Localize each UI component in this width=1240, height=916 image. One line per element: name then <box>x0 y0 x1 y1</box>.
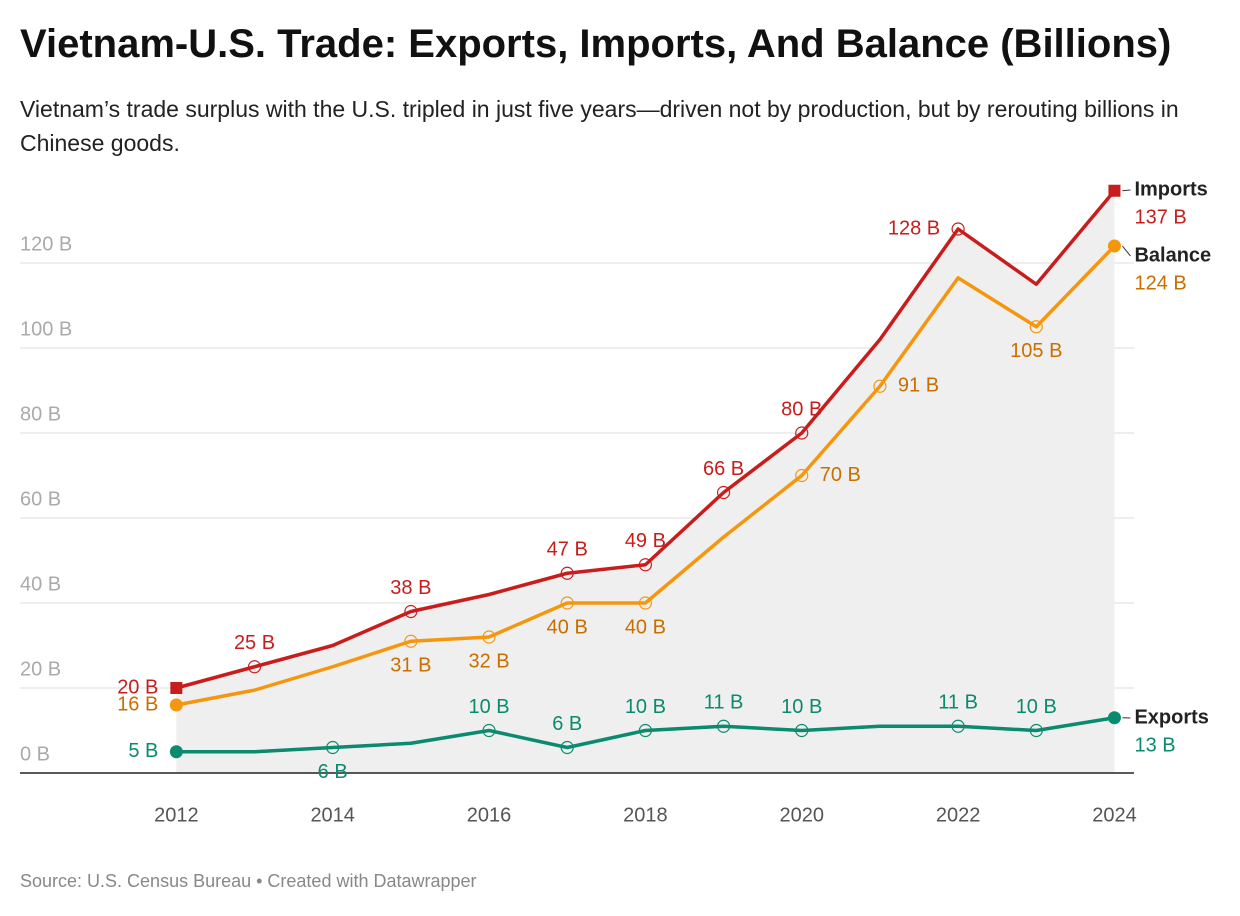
data-label: 6 B <box>552 713 582 735</box>
data-label: 31 B <box>390 655 431 677</box>
data-label: 38 B <box>390 577 431 599</box>
x-tick-label: 2016 <box>467 804 512 826</box>
data-label: 16 B <box>117 693 158 715</box>
source-note: Source: U.S. Census Bureau • Created wit… <box>20 871 477 891</box>
point-marker <box>1107 239 1121 253</box>
x-tick-label: 2012 <box>154 804 199 826</box>
point-marker <box>716 485 731 500</box>
data-label: 128 B <box>888 217 940 239</box>
data-label: 25 B <box>234 632 275 654</box>
x-tick-label: 2018 <box>623 804 668 826</box>
point-marker <box>716 719 731 733</box>
point-marker <box>638 723 653 738</box>
point-marker <box>638 558 653 572</box>
data-label: 10 B <box>625 696 666 718</box>
point-marker <box>482 630 496 644</box>
point-marker <box>638 596 653 610</box>
label-connector <box>1122 245 1131 257</box>
data-label: 66 B <box>703 458 744 480</box>
legend-label: Imports <box>1134 178 1207 200</box>
area <box>176 190 1115 773</box>
data-label: 6 B <box>318 761 348 783</box>
series-line <box>175 189 1116 690</box>
data-label: 10 B <box>468 696 509 718</box>
data-label: 13 B <box>1134 734 1175 756</box>
x-tick-label: 2014 <box>310 804 355 826</box>
y-tick-label: 80 B <box>20 403 61 425</box>
data-label: 80 B <box>781 398 822 420</box>
data-label: 5 B <box>128 740 158 762</box>
point-marker <box>169 698 183 712</box>
point-marker <box>951 222 965 236</box>
point-marker <box>326 740 340 755</box>
point-marker <box>1029 320 1043 334</box>
point-marker <box>560 566 574 580</box>
data-label: 49 B <box>625 530 666 552</box>
data-label: 10 B <box>1016 696 1057 718</box>
y-tick-label: 60 B <box>20 488 61 510</box>
point-marker <box>1029 723 1043 738</box>
legend-label: Balance <box>1134 244 1211 266</box>
point-marker <box>482 723 496 738</box>
data-label: 137 B <box>1134 206 1186 228</box>
data-label: 11 B <box>704 692 744 714</box>
point-marker <box>560 596 574 610</box>
data-label: 91 B <box>898 375 939 397</box>
data-label: 20 B <box>117 676 158 698</box>
point-marker <box>247 660 262 674</box>
chart-subtitle: Vietnam’s trade surplus with the U.S. tr… <box>20 96 1179 156</box>
point-marker <box>795 723 809 738</box>
data-label: 11 B <box>938 692 978 714</box>
point-marker <box>560 740 574 755</box>
data-label: 70 B <box>820 464 861 486</box>
y-tick-label: 100 B <box>20 318 72 340</box>
point-marker <box>1107 711 1121 725</box>
legend-label: Exports <box>1134 706 1208 728</box>
y-tick-label: 120 B <box>20 233 72 255</box>
point-marker <box>169 745 183 759</box>
point-marker <box>951 719 965 733</box>
point-marker <box>404 604 418 619</box>
data-label: 105 B <box>1010 340 1062 362</box>
point-marker <box>170 682 183 694</box>
data-label: 32 B <box>468 650 509 672</box>
point-marker <box>873 379 887 393</box>
data-label: 124 B <box>1134 272 1186 294</box>
x-tick-label: 2024 <box>1092 804 1137 826</box>
point-marker <box>1108 184 1121 197</box>
series-line <box>176 244 1116 707</box>
point-marker <box>404 634 418 648</box>
y-tick-label: 20 B <box>20 658 61 680</box>
series-line <box>176 716 1115 754</box>
x-tick-label: 2022 <box>936 804 981 826</box>
x-tick-label: 2020 <box>780 804 825 826</box>
point-marker <box>795 468 809 483</box>
y-tick-label: 0 B <box>20 743 50 765</box>
data-label: 40 B <box>547 616 588 638</box>
chart-title: Vietnam-U.S. Trade: Exports, Imports, An… <box>20 22 1172 66</box>
data-label: 47 B <box>547 539 588 561</box>
data-label: 10 B <box>781 696 822 718</box>
label-connector <box>1122 189 1131 192</box>
data-label: 40 B <box>625 616 666 638</box>
y-tick-label: 40 B <box>20 573 61 595</box>
point-marker <box>795 426 809 440</box>
